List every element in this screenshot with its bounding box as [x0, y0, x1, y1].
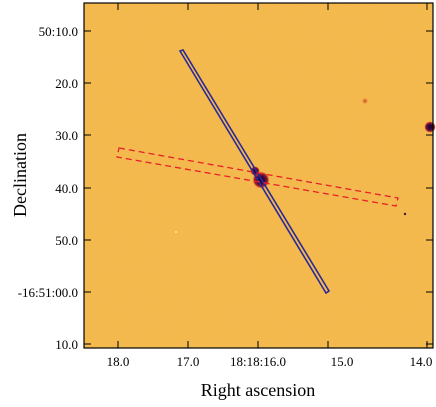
faint-source	[403, 212, 407, 216]
y-axis-title: Declination	[10, 133, 30, 217]
y-tick-labels: 50:10.0 20.0 30.0 40.0 50.0 -16:51:00.0 …	[18, 24, 78, 352]
x-tick-label: 15.0	[331, 354, 354, 369]
y-tick-label: -16:51:00.0	[18, 285, 78, 300]
tick-marks	[84, 3, 433, 348]
slit-dashed-overlay	[116, 147, 399, 207]
secondary-source	[361, 97, 369, 105]
y-tick-label: 50.0	[55, 233, 78, 248]
x-tick-label: 18.0	[107, 354, 130, 369]
x-tick-labels: 18.0 17.0 18:18:16.0 15.0 14.0	[107, 354, 433, 369]
y-tick-label: 10.0	[55, 337, 78, 352]
x-axis-title: Right ascension	[201, 380, 316, 400]
x-tick-label: 14.0	[410, 354, 433, 369]
edge-source	[424, 121, 436, 133]
x-tick-label: 17.0	[177, 354, 200, 369]
y-tick-label: 30.0	[55, 128, 78, 143]
slit-long-outline	[178, 49, 331, 295]
slit-long-overlay	[178, 49, 331, 295]
x-tick-label: 18:18:16.0	[230, 354, 286, 369]
y-tick-label: 40.0	[55, 181, 78, 196]
faint-source	[175, 231, 177, 233]
y-tick-label: 50:10.0	[39, 24, 78, 39]
slit-dashed-outline	[116, 147, 399, 207]
y-tick-label: 20.0	[55, 76, 78, 91]
